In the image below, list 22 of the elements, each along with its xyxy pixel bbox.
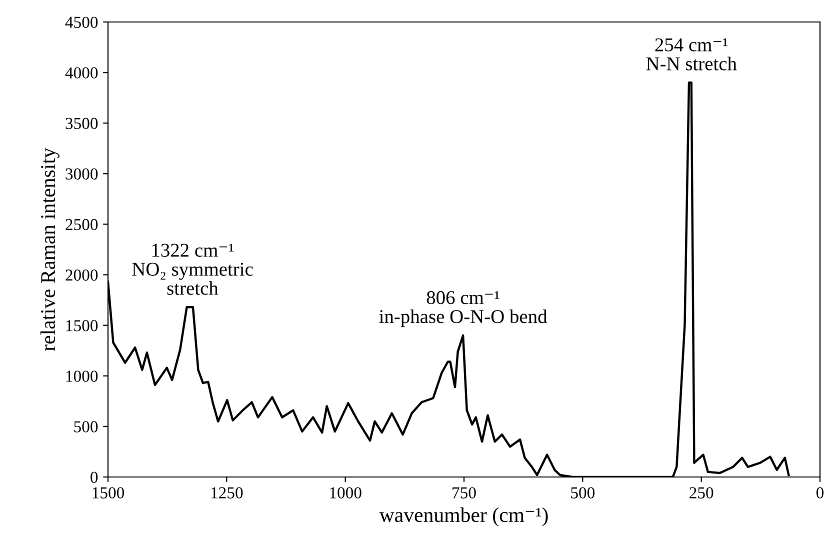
y-tick-label: 500 <box>74 421 98 432</box>
y-tick-label: 1500 <box>66 320 98 332</box>
x-tick-label: 750 <box>452 487 476 498</box>
x-tick-label: 1250 <box>211 487 243 498</box>
x-tick-label: 500 <box>571 487 595 498</box>
annotation: 806 cm⁻¹ in-phase O-N-O bend <box>379 291 548 328</box>
y-tick-label: 2000 <box>66 269 98 281</box>
annotation: 254 cm⁻¹ N-N stretch <box>646 38 737 70</box>
x-tick-label: 1500 <box>92 487 124 498</box>
y-tick-label: 4500 <box>65 16 98 28</box>
x-axis-title: wavenumber (cm⁻¹) <box>379 507 548 526</box>
y-tick-label: 1000 <box>66 370 98 382</box>
y-axis-title: relative Raman intensity <box>40 148 60 351</box>
y-tick-label: 2500 <box>66 218 98 230</box>
x-tick-label: 250 <box>690 487 714 498</box>
y-tick-label: 0 <box>90 472 98 483</box>
x-tick-label: 0 <box>816 487 824 498</box>
y-tick-label: 3500 <box>66 118 98 130</box>
y-tick-label: 4000 <box>65 67 98 78</box>
x-tick-label: 1000 <box>330 487 362 498</box>
y-tick-label: 3000 <box>66 168 98 180</box>
annotation: 1322 cm⁻¹ NO₂ symmetric stretch <box>132 244 253 295</box>
